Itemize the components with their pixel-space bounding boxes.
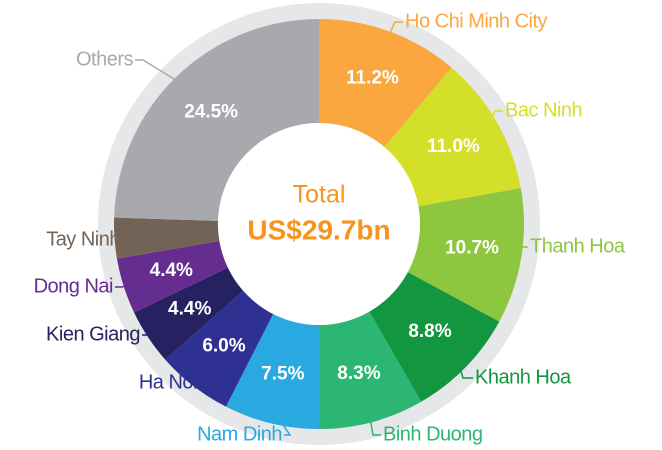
category-label: Others: [76, 48, 134, 70]
percent-label: 4.4%: [168, 299, 211, 320]
category-label: Ha Noi: [139, 371, 197, 393]
leader-line: [456, 358, 473, 379]
category-label: Nam Dinh: [197, 423, 282, 445]
slice: [407, 188, 524, 322]
slice: [114, 217, 220, 259]
category-label: Binh Duong: [383, 423, 483, 445]
percent-label: 11.2%: [346, 68, 399, 89]
leader-line: [384, 21, 403, 44]
category-label: Khanh Hoa: [475, 366, 572, 388]
slices: [114, 19, 524, 429]
slice: [384, 67, 521, 207]
percent-label: 8.3%: [337, 363, 380, 384]
leader-line: [142, 329, 159, 336]
center-label: Total: [293, 181, 346, 209]
category-label: Bac Ninh: [505, 99, 582, 121]
slice: [134, 267, 244, 360]
slice: [369, 272, 500, 402]
slice: [319, 311, 422, 429]
donut-hole: [218, 123, 420, 325]
percent-label: 7.5%: [261, 364, 304, 385]
percent-label: 10.7%: [445, 238, 499, 259]
category-label: Kien Giang: [46, 323, 140, 345]
leader-line: [135, 59, 186, 87]
percent-label: 8.8%: [408, 321, 451, 342]
slice: [165, 290, 274, 407]
leader-line: [485, 110, 503, 129]
leader-line: [273, 411, 292, 436]
leader-line: [115, 281, 136, 288]
slice: [319, 19, 452, 147]
leader-line: [122, 236, 130, 241]
percent-label: 11.0%: [427, 136, 480, 157]
leader-line: [509, 246, 528, 256]
category-label: Tay Ninh: [46, 228, 120, 250]
leader-line: [368, 410, 381, 436]
leader-line: [199, 376, 207, 384]
percent-label: 4.4%: [150, 260, 193, 281]
percent-label: 24.5%: [184, 102, 238, 123]
percent-label: 6.0%: [202, 335, 245, 356]
slice: [225, 313, 319, 429]
category-label: Thanh Hoa: [530, 235, 626, 257]
center-value: US$29.7bn: [247, 214, 390, 245]
category-label: Dong Nai: [34, 275, 113, 297]
slice: [116, 241, 228, 313]
category-label: Ho Chi Minh City: [405, 10, 548, 32]
slice: [114, 19, 319, 221]
